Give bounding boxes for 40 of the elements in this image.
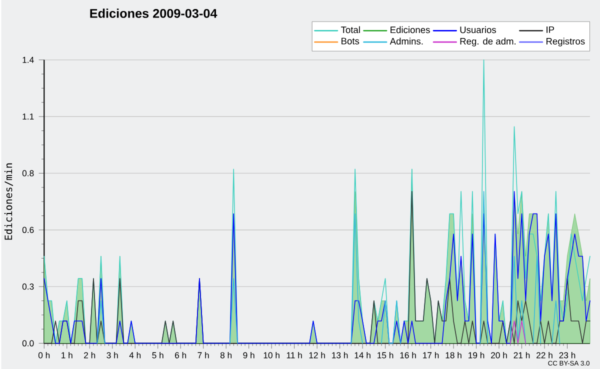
legend-label: Admins.	[390, 38, 423, 44]
y-tick-label: 0.6	[22, 226, 34, 233]
x-tick-label: 0 h	[38, 352, 50, 358]
x-tick-label: 15 h	[378, 352, 394, 358]
x-tick-label: 23 h	[559, 352, 576, 358]
x-tick-label: 8 h	[220, 352, 232, 358]
legend-label: Registros	[546, 38, 585, 46]
y-tick-label: 0.3	[22, 283, 34, 290]
x-tick-label: 11 h	[286, 352, 302, 358]
x-tick-label: 2 h	[84, 352, 96, 358]
x-tick-label: 13 h	[332, 352, 348, 358]
x-tick-label: 5 h	[152, 352, 164, 358]
legend-label: Usuarios	[460, 26, 496, 34]
legend-label: Bots	[342, 38, 360, 44]
x-tick-label: 12 h	[309, 352, 325, 358]
y-tick-label: 0.0	[22, 340, 34, 346]
y-axis-title: Ediciones/min	[4, 163, 13, 240]
x-tick-label: 10 h	[264, 352, 280, 358]
x-tick-label: 18 h	[446, 352, 462, 358]
y-tick-label: 1.1	[22, 113, 34, 120]
legend-label: Ediciones	[390, 26, 430, 34]
x-tick-label: 6 h	[175, 352, 186, 358]
y-tick-label: 1.4	[22, 56, 34, 63]
x-tick-label: 9 h	[243, 352, 254, 358]
x-tick-label: 16 h	[400, 352, 416, 358]
legend-label: Total	[341, 26, 360, 34]
x-tick-label: 7 h	[198, 352, 209, 358]
x-tick-label: 17 h	[423, 352, 439, 358]
y-tick-label: 0.8	[22, 170, 34, 176]
x-tick-label: 4 h	[129, 352, 141, 358]
chart-title: Ediciones 2009-03-04	[90, 8, 218, 18]
x-tick-label: 1 h	[62, 352, 72, 358]
legend-label: IP	[546, 26, 554, 33]
x-tick-label: 19 h	[468, 352, 484, 358]
x-tick-label: 21 h	[514, 352, 530, 358]
x-tick-label: 22 h	[536, 352, 552, 358]
x-tick-label: 3 h	[106, 352, 118, 358]
x-tick-label: 14 h	[354, 352, 370, 358]
legend-label: Reg. de adm.	[460, 38, 516, 46]
x-tick-label: 20 h	[491, 352, 507, 358]
